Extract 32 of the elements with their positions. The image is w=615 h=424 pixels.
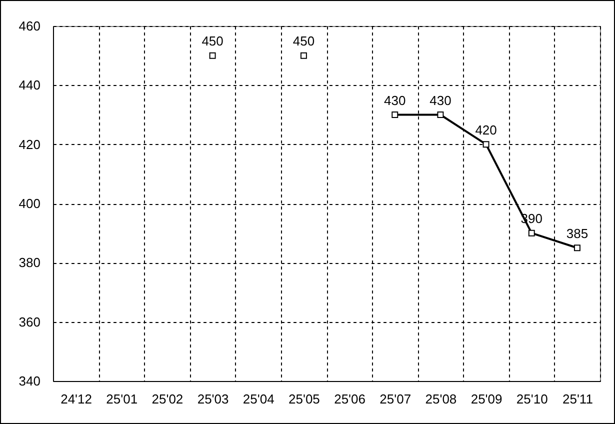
data-label: 450 [292,34,315,49]
point [437,112,444,118]
y-tick-label: 420 [18,136,40,152]
x-tick-label: 25'05 [288,392,320,406]
data-label: 420 [475,122,497,138]
data-label: 430 [430,92,452,108]
x-tick-label: 25'04 [242,392,274,406]
x-tick-label: 25'10 [516,392,548,406]
y-tick-label: 360 [18,314,40,330]
x-tick-label: 25'03 [197,392,229,406]
x-tick-label: 25'09 [470,392,502,406]
point [528,230,535,236]
y-tick-label: 340 [18,374,40,388]
x-tick-label: 25'07 [380,392,412,406]
x-tick-label: 24'12 [60,392,92,406]
point [300,52,307,59]
point [392,112,398,118]
point [209,52,216,59]
x-tick-label: 25'11 [562,392,593,406]
y-tick-label: 460 [18,18,40,34]
x-tick-label: 25'01 [106,392,138,406]
data-label: 450 [202,34,224,49]
point [574,244,580,252]
data-label: 430 [384,92,406,108]
x-tick-label: 25'02 [152,392,184,406]
y-tick-label: 440 [18,78,40,93]
x-tick-label: 25'08 [425,392,457,406]
point [482,141,490,148]
data-label: 385 [566,226,588,241]
x-tick-label: 25'06 [334,392,366,406]
y-tick-label: 400 [18,196,40,211]
y-tick-label: 380 [18,255,40,270]
